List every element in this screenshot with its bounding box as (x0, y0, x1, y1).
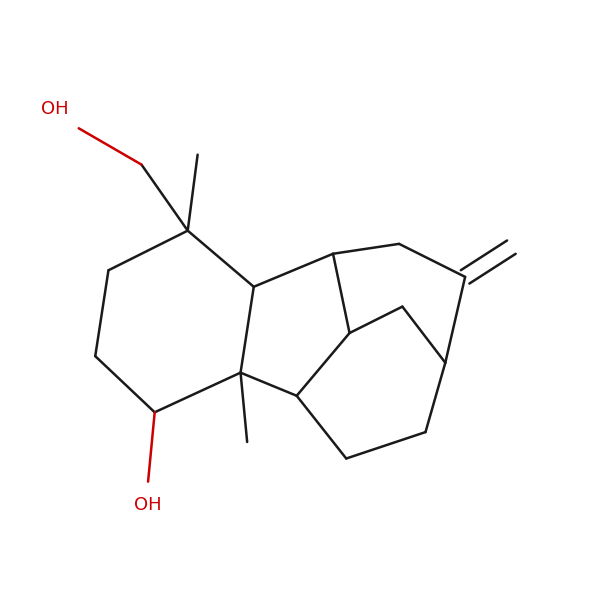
Text: OH: OH (134, 496, 162, 514)
Text: OH: OH (41, 100, 69, 118)
